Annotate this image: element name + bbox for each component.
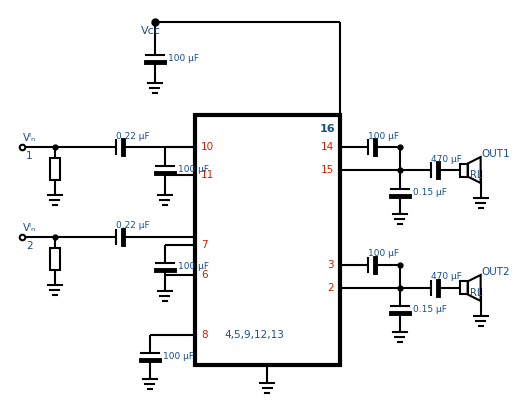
Bar [50,248,60,270]
Text: 7: 7 [201,240,207,250]
Text: 8: 8 [201,330,207,340]
Text: 14: 14 [321,142,334,152]
Text: OUT2: OUT2 [482,267,510,277]
Text: OUT1: OUT1 [482,149,510,159]
Bar [50,158,60,180]
Text: 2: 2 [26,241,33,251]
Text: 0.15 μF: 0.15 μF [413,187,447,196]
Bar [460,282,468,295]
Text: 0.22 μF: 0.22 μF [116,221,149,231]
Text: 10: 10 [201,142,214,152]
Text: 470 μF: 470 μF [431,272,462,282]
Text: 4,5,9,12,13: 4,5,9,12,13 [225,330,285,340]
Text: 11: 11 [201,170,214,180]
Text: 3: 3 [327,260,334,270]
Text: RL: RL [469,288,482,298]
Text: 0.22 μF: 0.22 μF [116,132,149,141]
Text: 6: 6 [201,270,207,280]
Text: Vᴵₙ: Vᴵₙ [23,133,36,143]
Text: 100 μF: 100 μF [178,164,209,174]
Text: 15: 15 [321,165,334,175]
Bar [195,115,340,365]
Text: 0.15 μF: 0.15 μF [413,305,447,314]
Text: 100 μF: 100 μF [368,132,399,141]
Text: 1: 1 [26,151,33,161]
Text: 100 μF: 100 μF [163,352,194,362]
Text: RL: RL [469,170,482,180]
Text: Vᴵₙ: Vᴵₙ [23,223,36,233]
Text: 100 μF: 100 μF [368,249,399,259]
Text: 470 μF: 470 μF [431,155,462,164]
Text: 16: 16 [320,124,336,134]
Text: Vcc: Vcc [141,26,161,36]
Text: 100 μF: 100 μF [168,54,199,63]
Text: 100 μF: 100 μF [178,263,209,271]
Text: 2: 2 [327,283,334,293]
Bar [460,164,468,177]
